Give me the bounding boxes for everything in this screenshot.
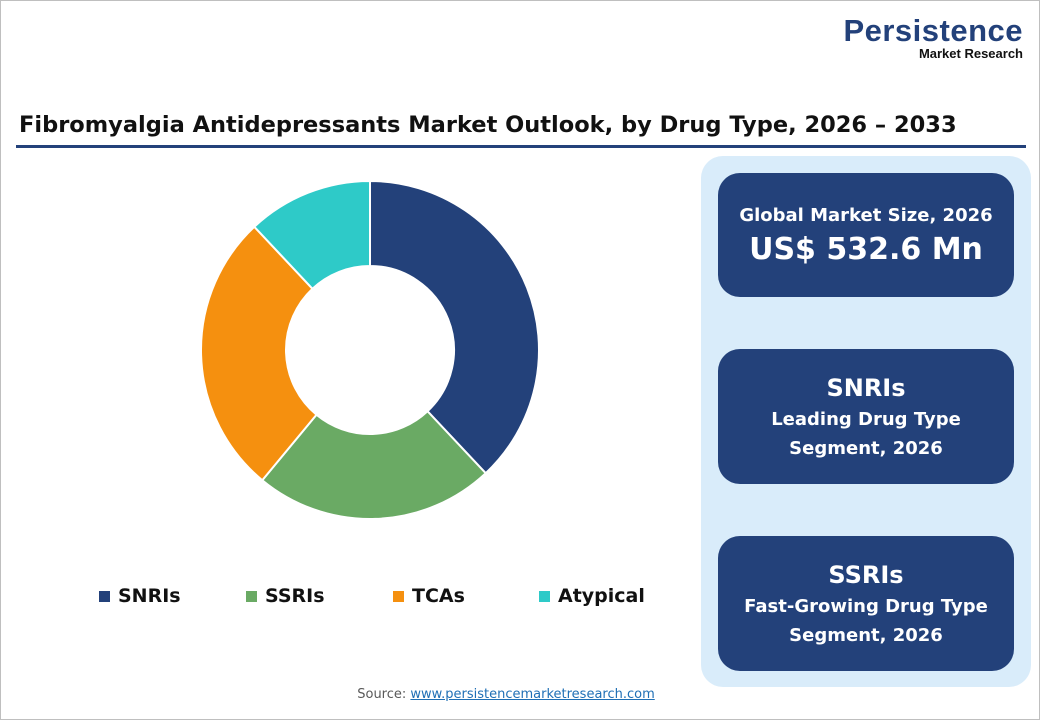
legend-swatch [539,590,550,602]
card-value: US$ 532.6 Mn [749,231,983,267]
legend-item-tcas: TCAs [393,585,539,607]
title-divider [16,145,1026,148]
card-label: Fast-Growing Drug Type [744,595,988,617]
leading-segment-card: SNRIs Leading Drug Type Segment, 2026 [718,349,1014,484]
source-label: Source: [357,687,407,702]
donut-slice-atypical [252,179,371,291]
card-label: Segment, 2026 [789,624,943,646]
card-label: Segment, 2026 [789,437,943,459]
legend-label: TCAs [412,585,465,607]
card-label: Global Market Size, 2026 [739,204,993,226]
source-link[interactable]: www.persistencemarketresearch.com [410,687,655,702]
legend-label: SSRIs [265,585,325,607]
legend-label: SNRIs [118,585,181,607]
donut-chart [200,179,540,520]
legend-item-snris: SNRIs [99,585,246,607]
legend-swatch [99,590,110,602]
donut-slice-ssris [260,409,488,520]
legend-swatch [393,590,404,602]
fast-growing-card: SSRIs Fast-Growing Drug Type Segment, 20… [718,536,1014,671]
donut-slice-snris [369,179,540,475]
legend-item-ssris: SSRIs [246,585,393,607]
donut-slice-tcas [200,225,318,482]
card-value: SNRIs [826,373,906,402]
legend-swatch [246,590,257,602]
card-label: Leading Drug Type [771,408,961,430]
legend-item-atypical: Atypical [539,585,645,607]
highlights-panel: Global Market Size, 2026 US$ 532.6 Mn SN… [701,156,1031,687]
source-note: Source: www.persistencemarketresearch.co… [1,687,1011,702]
logo: Persistence Market Research [843,15,1023,61]
logo-subtitle: Market Research [918,46,1023,61]
logo-name: Persistence [843,13,1023,48]
chart-title: Fibromyalgia Antidepressants Market Outl… [19,112,957,138]
legend-label: Atypical [558,585,645,607]
market-size-card: Global Market Size, 2026 US$ 532.6 Mn [718,173,1014,297]
legend: SNRIs SSRIs TCAs Atypical [99,585,645,607]
card-value: SSRIs [828,560,904,589]
